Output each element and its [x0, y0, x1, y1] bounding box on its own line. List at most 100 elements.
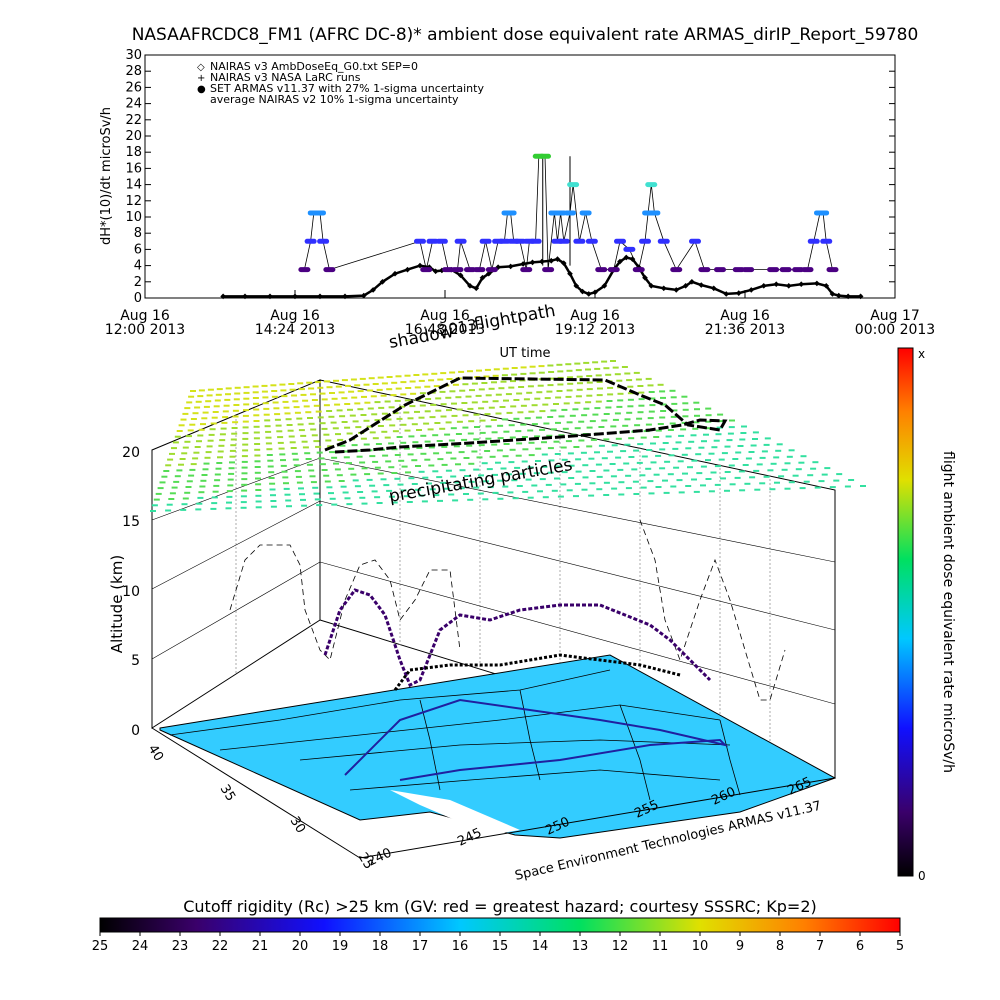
shadow-grid-cell — [508, 386, 515, 389]
shadow-grid-cell — [553, 403, 559, 405]
shadow-grid-cell — [291, 394, 297, 397]
shadow-grid-cell — [195, 508, 202, 511]
shadow-grid-cell — [818, 480, 825, 483]
shadow-grid-cell — [169, 452, 175, 455]
shadow-grid-cell — [342, 491, 349, 494]
shadow-grid-cell — [266, 448, 273, 451]
shadow-grid-cell — [577, 382, 583, 385]
shadow-grid-cell — [531, 404, 538, 407]
shadow-grid-cell — [285, 418, 292, 421]
shadow-grid-cell — [761, 450, 768, 453]
shadow-grid-cell — [594, 367, 601, 370]
shadow-grid-cell — [180, 418, 187, 421]
shadow-grid-cell — [293, 406, 300, 409]
shadow-grid-cell — [775, 449, 782, 452]
x-tick-date: Aug 16 — [420, 308, 470, 324]
shadow-grid-cell — [729, 483, 736, 486]
shadow-grid-cell — [214, 473, 221, 476]
nairas-point — [292, 293, 298, 300]
shadow-grid-cell — [298, 429, 305, 432]
shadow-grid-cell — [528, 441, 535, 444]
shadow-grid-cell — [242, 420, 249, 423]
rc-tick-label: 25 — [92, 939, 109, 954]
shadow-grid-cell — [346, 503, 353, 506]
shadow-grid-cell — [547, 364, 554, 367]
shadow-grid-cell — [691, 478, 697, 481]
y-tick-label: 30 — [125, 48, 142, 63]
shadow-grid-cell — [500, 467, 507, 470]
shadow-grid-cell — [186, 401, 193, 404]
shadow-grid-cell — [543, 422, 550, 425]
shadow-grid-cell — [219, 439, 226, 442]
shadow-grid-cell — [308, 469, 315, 472]
shadow-grid-cell — [586, 375, 593, 377]
shadow-grid-cell — [332, 427, 339, 430]
y-tick-label: 18 — [125, 145, 142, 160]
shadow-grid-cell — [369, 455, 376, 458]
shadow-grid-cell — [718, 458, 725, 461]
shadow-grid-cell — [607, 393, 614, 396]
shadow-grid-cell — [284, 412, 291, 415]
shadow-grid-cell — [508, 461, 515, 464]
shadow-grid-cell — [578, 439, 585, 442]
shadow-grid-cell — [227, 484, 234, 487]
shadow-grid-cell — [336, 409, 343, 412]
shadow-grid-cell — [558, 415, 565, 418]
shadow-grid-cell — [348, 467, 355, 470]
shadow-grid-cell — [605, 373, 612, 376]
shadow-grid-cell — [242, 437, 249, 440]
legend: ◇ NAIRAS v3 AmbDoseEq_G0.txt SEP=0 + NAIRAS… — [197, 60, 484, 106]
shadow-grid-cell — [508, 424, 515, 427]
shadow-grid-cell — [509, 436, 516, 439]
armas-point — [614, 238, 626, 244]
shadow-grid-cell — [413, 374, 420, 376]
rc-tick-label: 13 — [572, 939, 589, 954]
shadow-grid-cell — [314, 498, 321, 501]
top-plot-frame — [144, 54, 896, 299]
armas-point — [426, 238, 439, 244]
front-edge-lat — [151, 727, 361, 859]
shadow-grid-cell — [474, 426, 480, 428]
shadow-grid-cell — [664, 460, 671, 463]
shadow-grid-cell — [595, 374, 602, 377]
rc-tick-label: 7 — [816, 939, 824, 954]
shadow-grid-cell — [605, 406, 612, 409]
shadow-grid-cell — [240, 506, 247, 509]
shadow-grid-cell — [580, 451, 587, 454]
shadow-grid-cell — [328, 492, 334, 495]
shadow-grid-cell — [672, 447, 679, 450]
shadow-grid-cell — [385, 460, 392, 463]
rc-tick-label: 22 — [212, 939, 229, 954]
rc-tick-label: 12 — [612, 939, 629, 954]
shadow-grid-cell — [415, 465, 421, 467]
shadow-grid-cell — [315, 381, 322, 384]
shadow-grid-cell — [267, 465, 274, 468]
shadow-grid-cell — [187, 429, 194, 432]
shadow-grid-cell — [270, 494, 276, 497]
shadow-grid-cell — [286, 424, 293, 426]
shadow-grid-cell — [659, 467, 666, 470]
shadow-grid-cell — [459, 469, 466, 472]
shadow-grid-cell — [598, 444, 605, 447]
shadow-grid-cell — [308, 387, 315, 390]
shadow-grid-cell — [536, 391, 543, 394]
shadow-grid-cell — [312, 486, 319, 489]
shadow-grid-cell — [482, 400, 489, 403]
shadow-grid-cell — [231, 427, 238, 429]
nairas-point — [629, 256, 636, 262]
shadow-grid-cell — [423, 422, 430, 425]
shadow-grid-cell — [450, 427, 457, 430]
shadow-grid-cell — [586, 445, 593, 448]
shadow-grid-cell — [197, 434, 204, 437]
shadow-grid-cell — [650, 461, 657, 464]
shadow-grid-cell — [234, 392, 241, 395]
shadow-grid-cell — [610, 360, 616, 362]
shadow-grid-cell — [202, 411, 209, 414]
shadow-grid-cell — [428, 379, 435, 382]
shadow-grid-cell — [786, 455, 793, 458]
shadow-grid-cell — [344, 403, 351, 405]
x-tick-date: Aug 16 — [270, 308, 320, 324]
shadow-grid-cell — [462, 426, 469, 429]
nairas-point — [379, 278, 386, 285]
armas-point — [323, 267, 336, 273]
